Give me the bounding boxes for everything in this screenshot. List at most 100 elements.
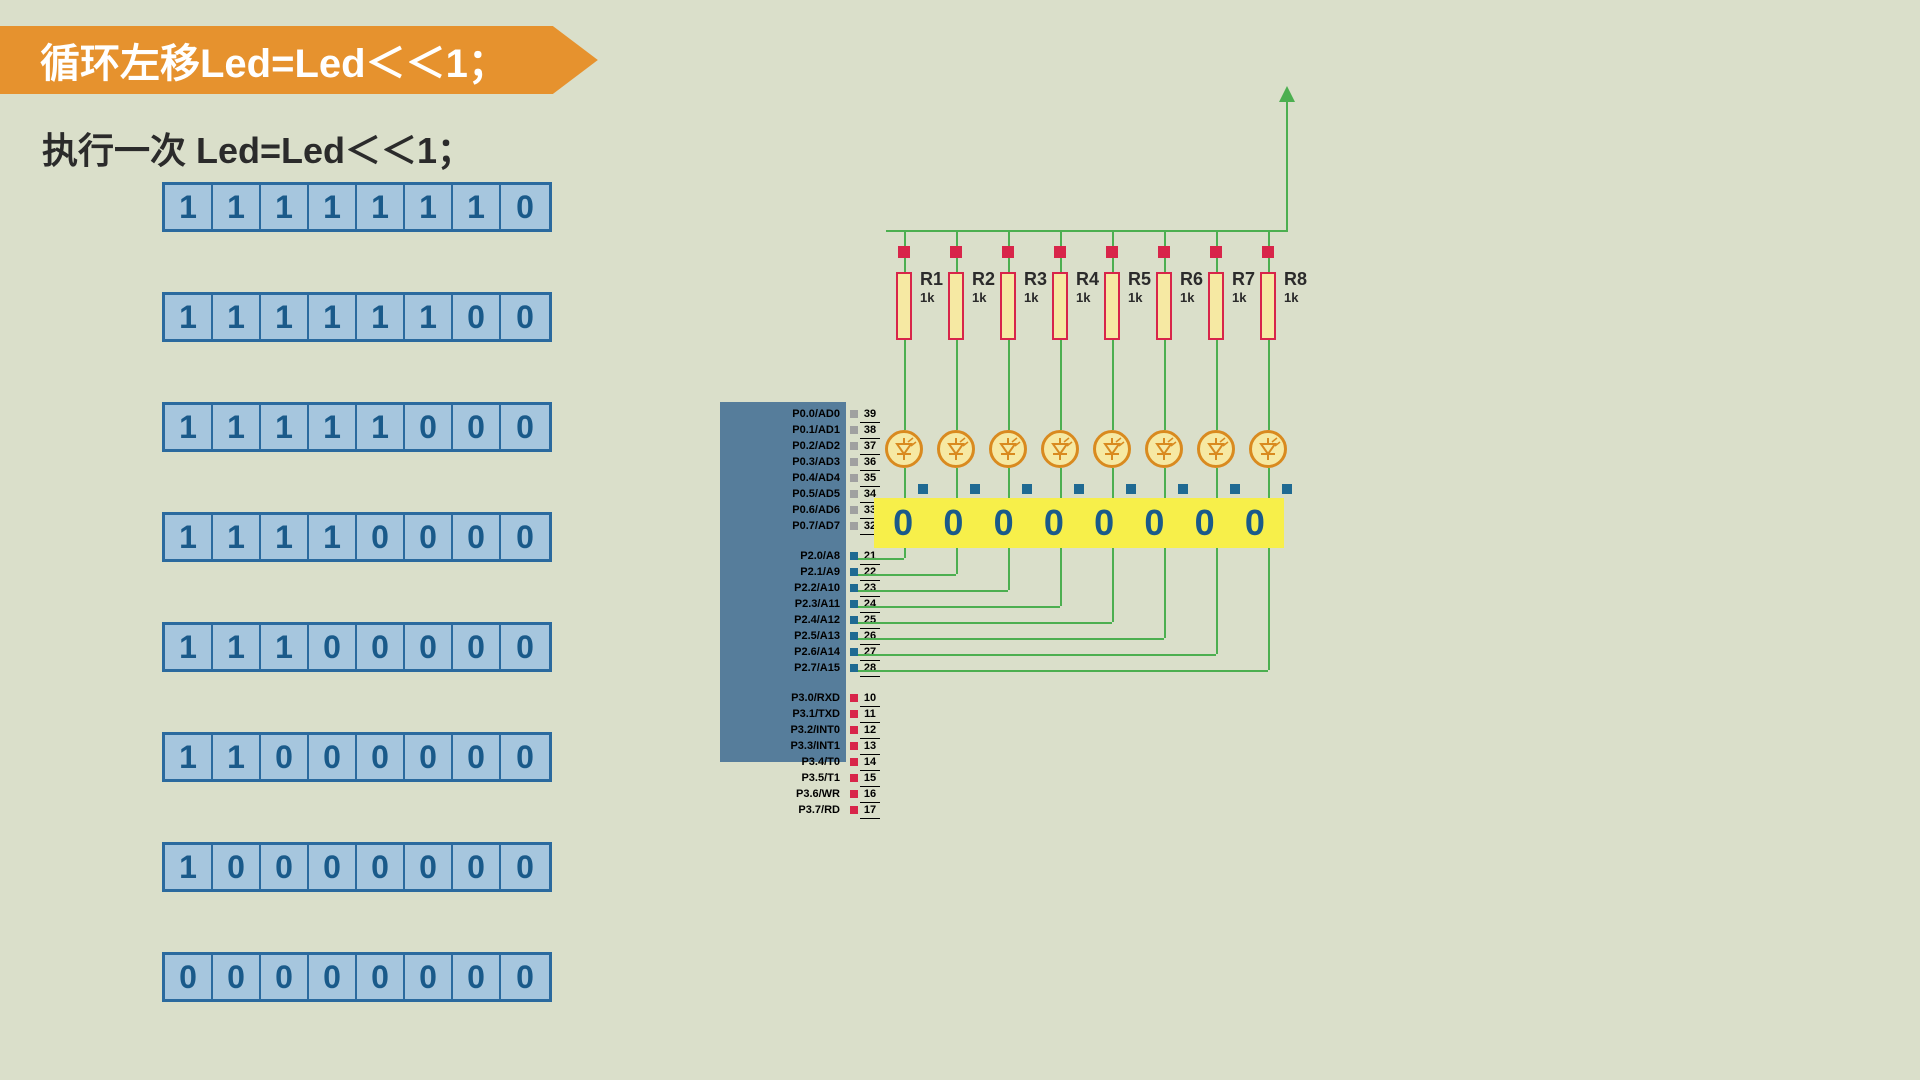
bit-cell: 0 — [405, 515, 453, 559]
led-icon — [1197, 430, 1235, 468]
node-dot — [918, 484, 928, 494]
bit-row: 11100000 — [162, 622, 552, 672]
mcu-chip: P0.0/AD039P0.1/AD138P0.2/AD237P0.3/AD336… — [720, 402, 846, 762]
led-value: 0 — [1131, 502, 1177, 544]
led-value: 0 — [1081, 502, 1127, 544]
mcu-pin: P2.2/A1023 — [720, 580, 846, 596]
led-icon — [1249, 430, 1287, 468]
bit-cell: 0 — [261, 845, 309, 889]
led-value: 0 — [981, 502, 1027, 544]
bit-cell: 0 — [405, 845, 453, 889]
bit-cell: 1 — [165, 515, 213, 559]
bit-cell: 1 — [213, 185, 261, 229]
probe-dot — [1210, 246, 1222, 258]
resistor-body — [1156, 272, 1172, 340]
node-dot — [1074, 484, 1084, 494]
bit-row: 00000000 — [162, 952, 552, 1002]
bit-cell: 1 — [261, 405, 309, 449]
mcu-pin: P0.0/AD039 — [720, 406, 846, 422]
mcu-pin: P2.0/A821 — [720, 548, 846, 564]
bit-cell: 1 — [165, 185, 213, 229]
resistor-value: 1k — [1024, 290, 1038, 305]
mcu-pin: P3.5/T115 — [720, 770, 846, 786]
probe-dot — [1262, 246, 1274, 258]
mcu-pin: P0.1/AD138 — [720, 422, 846, 438]
bit-cell: 1 — [357, 185, 405, 229]
bit-cell: 1 — [165, 625, 213, 669]
node-dot — [1022, 484, 1032, 494]
node-dot — [970, 484, 980, 494]
bit-cell: 0 — [501, 185, 549, 229]
bit-cell: 0 — [261, 955, 309, 999]
led-value: 0 — [1031, 502, 1077, 544]
bit-cell: 0 — [453, 405, 501, 449]
resistor-value: 1k — [1232, 290, 1246, 305]
led-value-strip: 00000000 — [874, 498, 1284, 548]
bit-cell: 0 — [165, 955, 213, 999]
probe-dot — [950, 246, 962, 258]
bit-cell: 0 — [453, 735, 501, 779]
resistor-label: R3 — [1024, 270, 1047, 288]
bit-cell: 1 — [405, 295, 453, 339]
resistor-body — [896, 272, 912, 340]
circuit-diagram: P0.0/AD039P0.1/AD138P0.2/AD237P0.3/AD336… — [860, 100, 1680, 860]
node-dot — [1282, 484, 1292, 494]
probe-dot — [1054, 246, 1066, 258]
resistor-label: R5 — [1128, 270, 1151, 288]
mcu-pin: P2.3/A1124 — [720, 596, 846, 612]
mcu-pin: P2.6/A1427 — [720, 644, 846, 660]
bit-cell: 1 — [309, 405, 357, 449]
bit-cell: 0 — [213, 955, 261, 999]
mcu-pin: P2.1/A922 — [720, 564, 846, 580]
mcu-pin: P0.7/AD732 — [720, 518, 846, 534]
bit-cell: 0 — [357, 735, 405, 779]
led-icon — [1041, 430, 1079, 468]
subtitle: 执行一次 Led=Led＜＜1； — [42, 122, 473, 174]
resistor-body — [1260, 272, 1276, 340]
bit-cell: 0 — [453, 955, 501, 999]
bit-cell: 1 — [165, 405, 213, 449]
bit-cell: 1 — [405, 185, 453, 229]
bit-cell: 0 — [405, 625, 453, 669]
bit-cell: 1 — [261, 295, 309, 339]
bit-cell: 1 — [261, 185, 309, 229]
bit-cell: 1 — [213, 295, 261, 339]
mcu-pin: P3.7/RD17 — [720, 802, 846, 818]
bit-cell: 1 — [213, 625, 261, 669]
bit-cell: 1 — [165, 845, 213, 889]
bit-cell: 1 — [213, 405, 261, 449]
bit-row: 11110000 — [162, 512, 552, 562]
node-dot — [1126, 484, 1136, 494]
bit-cell: 1 — [357, 295, 405, 339]
bit-cell: 1 — [309, 185, 357, 229]
bit-cell: 0 — [309, 735, 357, 779]
node-dot — [1178, 484, 1188, 494]
bit-cell: 0 — [357, 515, 405, 559]
bit-row: 11111100 — [162, 292, 552, 342]
bit-cell: 0 — [501, 515, 549, 559]
bit-cell: 0 — [501, 955, 549, 999]
bit-cell: 0 — [501, 405, 549, 449]
mcu-pin: P0.3/AD336 — [720, 454, 846, 470]
resistor-label: R6 — [1180, 270, 1203, 288]
led-value: 0 — [930, 502, 976, 544]
bit-cell: 0 — [309, 625, 357, 669]
mcu-pin: P0.2/AD237 — [720, 438, 846, 454]
bit-shift-rows: 1111111011111100111110001111000011100000… — [162, 182, 552, 1062]
led-icon — [1093, 430, 1131, 468]
resistor-body — [1052, 272, 1068, 340]
resistor-value: 1k — [920, 290, 934, 305]
bit-row: 11111110 — [162, 182, 552, 232]
resistor-body — [1104, 272, 1120, 340]
mcu-pin: P2.7/A1528 — [720, 660, 846, 676]
resistor-value: 1k — [1128, 290, 1142, 305]
bit-cell: 0 — [309, 955, 357, 999]
bit-cell: 0 — [357, 845, 405, 889]
bit-cell: 0 — [453, 845, 501, 889]
mcu-pin: P0.4/AD435 — [720, 470, 846, 486]
mcu-pin: P3.1/TXD11 — [720, 706, 846, 722]
mcu-pin: P3.6/WR16 — [720, 786, 846, 802]
mcu-pin: P0.6/AD633 — [720, 502, 846, 518]
bit-cell: 1 — [357, 405, 405, 449]
resistor-body — [1000, 272, 1016, 340]
